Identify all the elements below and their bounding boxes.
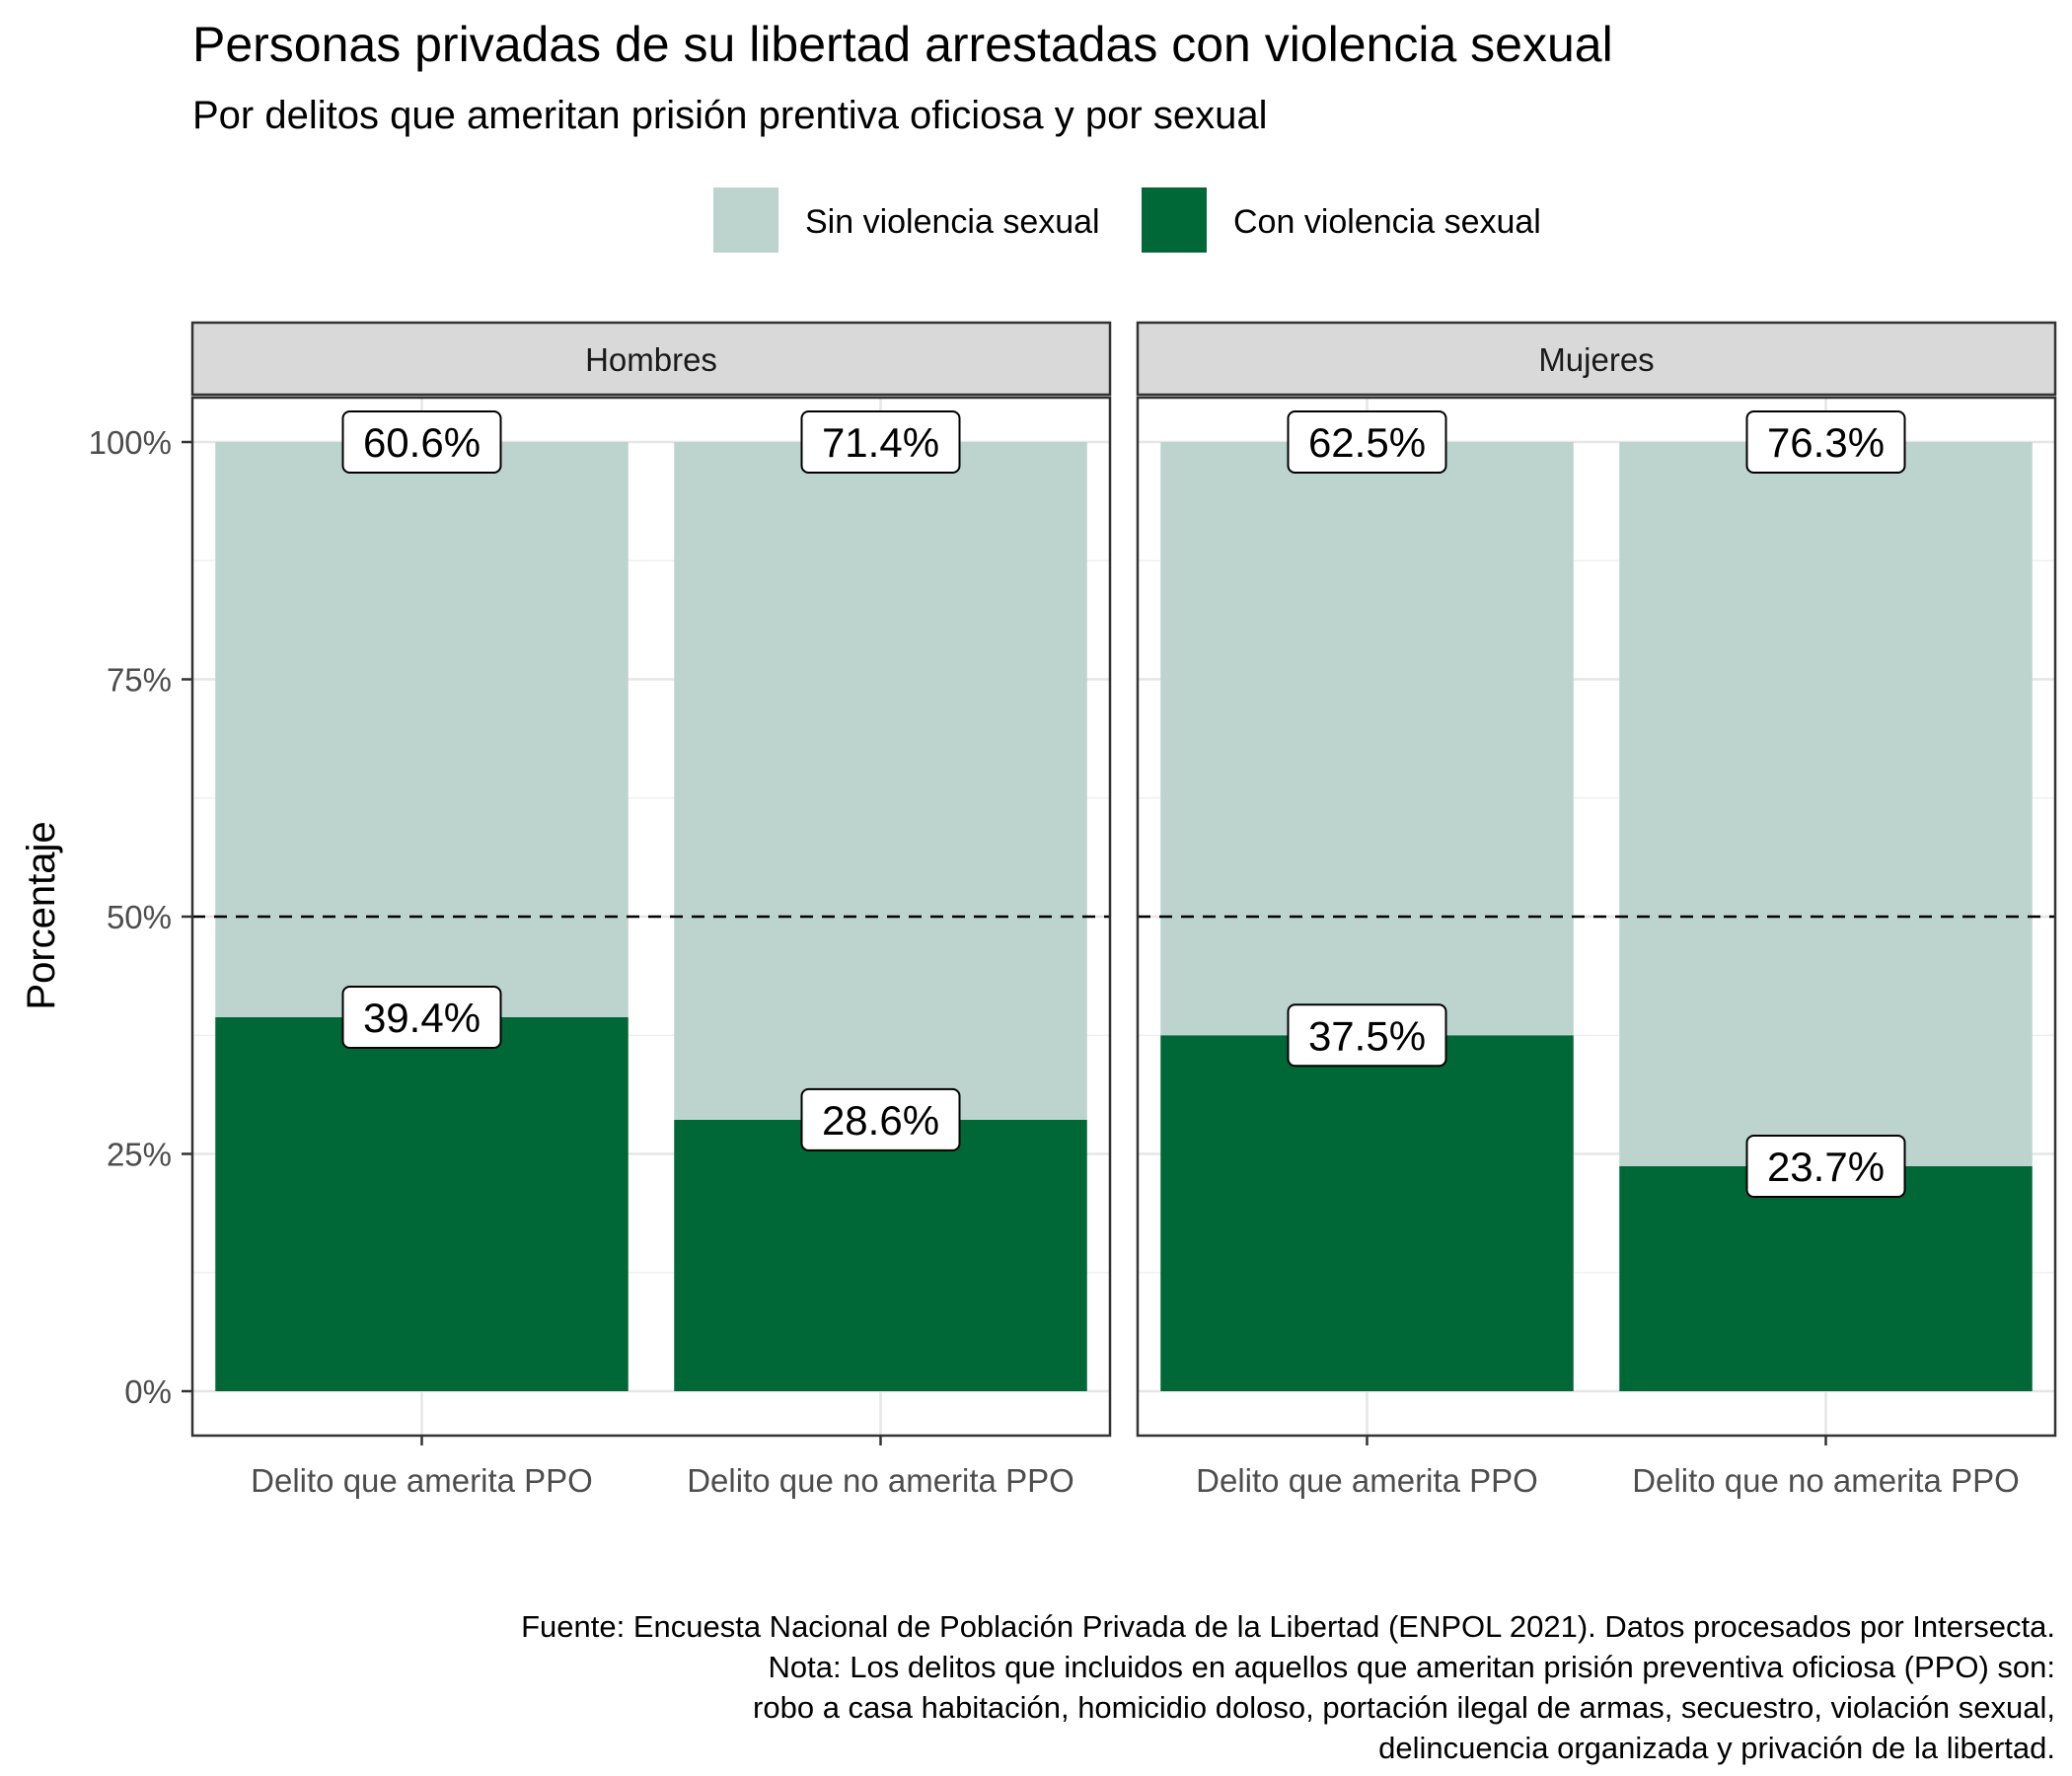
bar-hombres-delito-que-no-amerita-ppo-sin-violencia [674,442,1087,1120]
y-tick-label: 75% [107,662,172,699]
facet-label-mujeres: Mujeres [1538,341,1654,378]
data-label-box [1287,1003,1447,1068]
data-label-box [341,410,502,474]
data-label-hombres-delito-que-amerita-ppo-con-violencia-sexual: 39.4% [341,985,502,1049]
data-label-text: 37.5% [1308,1012,1426,1059]
data-label-mujeres-delito-que-amerita-ppo-con-violencia-sexual: 37.5% [1287,1003,1447,1068]
y-axis-label: Porcentaje [20,821,63,1009]
data-label-mujeres-delito-que-amerita-ppo-sin-violencia-sexual: 62.5% [1287,410,1447,474]
data-label-text: 23.7% [1767,1144,1885,1190]
data-label-hombres-delito-que-no-amerita-ppo-sin-violencia-sexual: 71.4% [800,410,961,474]
panel-mujeres: Mujeres 62.5% 37.5% 76.3% 23.7% Delito que am… [1136,321,2057,1499]
data-label-box [800,410,961,474]
data-label-text: 62.5% [1308,419,1426,466]
legend-swatch-sin-violencia-sexual [713,187,778,253]
bar-mujeres-delito-que-no-amerita-ppo-con-violencia [1619,1166,2033,1391]
x-tick-label: Delito que no amerita PPO [1632,1462,2020,1499]
legend-label-sin-violencia-sexual: Sin violencia sexual [805,203,1100,241]
panel-hombres: Hombres 60.6% 39.4% 71.4% 28.6% Delito que am… [190,321,1112,1499]
y-tick-label: 100% [89,424,172,461]
data-label-mujeres-delito-que-no-amerita-ppo-sin-violencia-sexual: 76.3% [1745,410,1906,474]
bar-mujeres-delito-que-no-amerita-ppo-sin-violencia [1619,442,2033,1167]
data-label-box [1745,410,1906,474]
x-tick-label: Delito que amerita PPO [1196,1462,1538,1499]
caption: Fuente: Encuesta Nacional de Población P… [521,1609,2055,1765]
data-label-text: 60.6% [363,419,481,466]
caption-line-1: Fuente: Encuesta Nacional de Población P… [521,1609,2055,1644]
data-label-text: 71.4% [822,419,939,466]
chart-subtitle: Por delitos que ameritan prisión prentiv… [192,94,1267,137]
data-label-mujeres-delito-que-no-amerita-ppo-con-violencia-sexual: 23.7% [1745,1135,1906,1199]
data-label-box [800,1087,961,1151]
y-axis: 0% 25% 50% 75% 100% [89,424,192,1410]
y-tick-label: 0% [124,1373,172,1410]
data-label-text: 76.3% [1767,419,1885,466]
data-label-hombres-delito-que-no-amerita-ppo-con-violencia-sexual: 28.6% [800,1087,961,1151]
data-label-box [341,985,502,1049]
y-tick-label: 25% [107,1137,172,1173]
caption-line-2: Nota: Los delitos que incluidos en aquel… [769,1650,2055,1684]
legend-item-con-violencia-sexual: Con violencia sexual [1142,187,1541,253]
data-label-text: 39.4% [363,995,481,1041]
facet-strip-mujeres [1136,321,2057,397]
facet-panels: Hombres 60.6% 39.4% 71.4% 28.6% Delito que am… [89,321,2057,1499]
bar-hombres-delito-que-amerita-ppo-con-violencia [215,1016,629,1391]
bar-hombres-delito-que-no-amerita-ppo-con-violencia [674,1119,1087,1391]
caption-line-4: delincuencia organizada y privación de l… [1378,1731,2055,1765]
chart-title: Personas privadas de su libertad arresta… [192,17,1613,72]
bar-mujeres-delito-que-amerita-ppo-con-violencia [1160,1035,1574,1391]
x-tick-label: Delito que no amerita PPO [687,1462,1074,1499]
y-tick-label: 50% [107,899,172,935]
data-label-text: 28.6% [822,1097,939,1144]
data-label-box [1287,410,1447,474]
bar-mujeres-delito-que-amerita-ppo-sin-violencia [1160,442,1574,1036]
data-label-box [1745,1135,1906,1199]
legend-label-con-violencia-sexual: Con violencia sexual [1233,203,1541,241]
legend-swatch-con-violencia-sexual [1142,187,1207,253]
data-label-hombres-delito-que-amerita-ppo-sin-violencia-sexual: 60.6% [341,410,502,474]
panel-border [1136,396,2057,1438]
facet-label-hombres: Hombres [585,341,717,378]
bar-hombres-delito-que-amerita-ppo-sin-violencia [215,442,629,1017]
legend: Sin violencia sexual Con violencia sexual [713,187,1541,253]
caption-line-3: robo a casa habitación, homicidio doloso… [753,1690,2055,1725]
legend-item-sin-violencia-sexual: Sin violencia sexual [713,187,1100,253]
x-tick-label: Delito que amerita PPO [251,1462,593,1499]
facet-strip-hombres [190,321,1112,397]
